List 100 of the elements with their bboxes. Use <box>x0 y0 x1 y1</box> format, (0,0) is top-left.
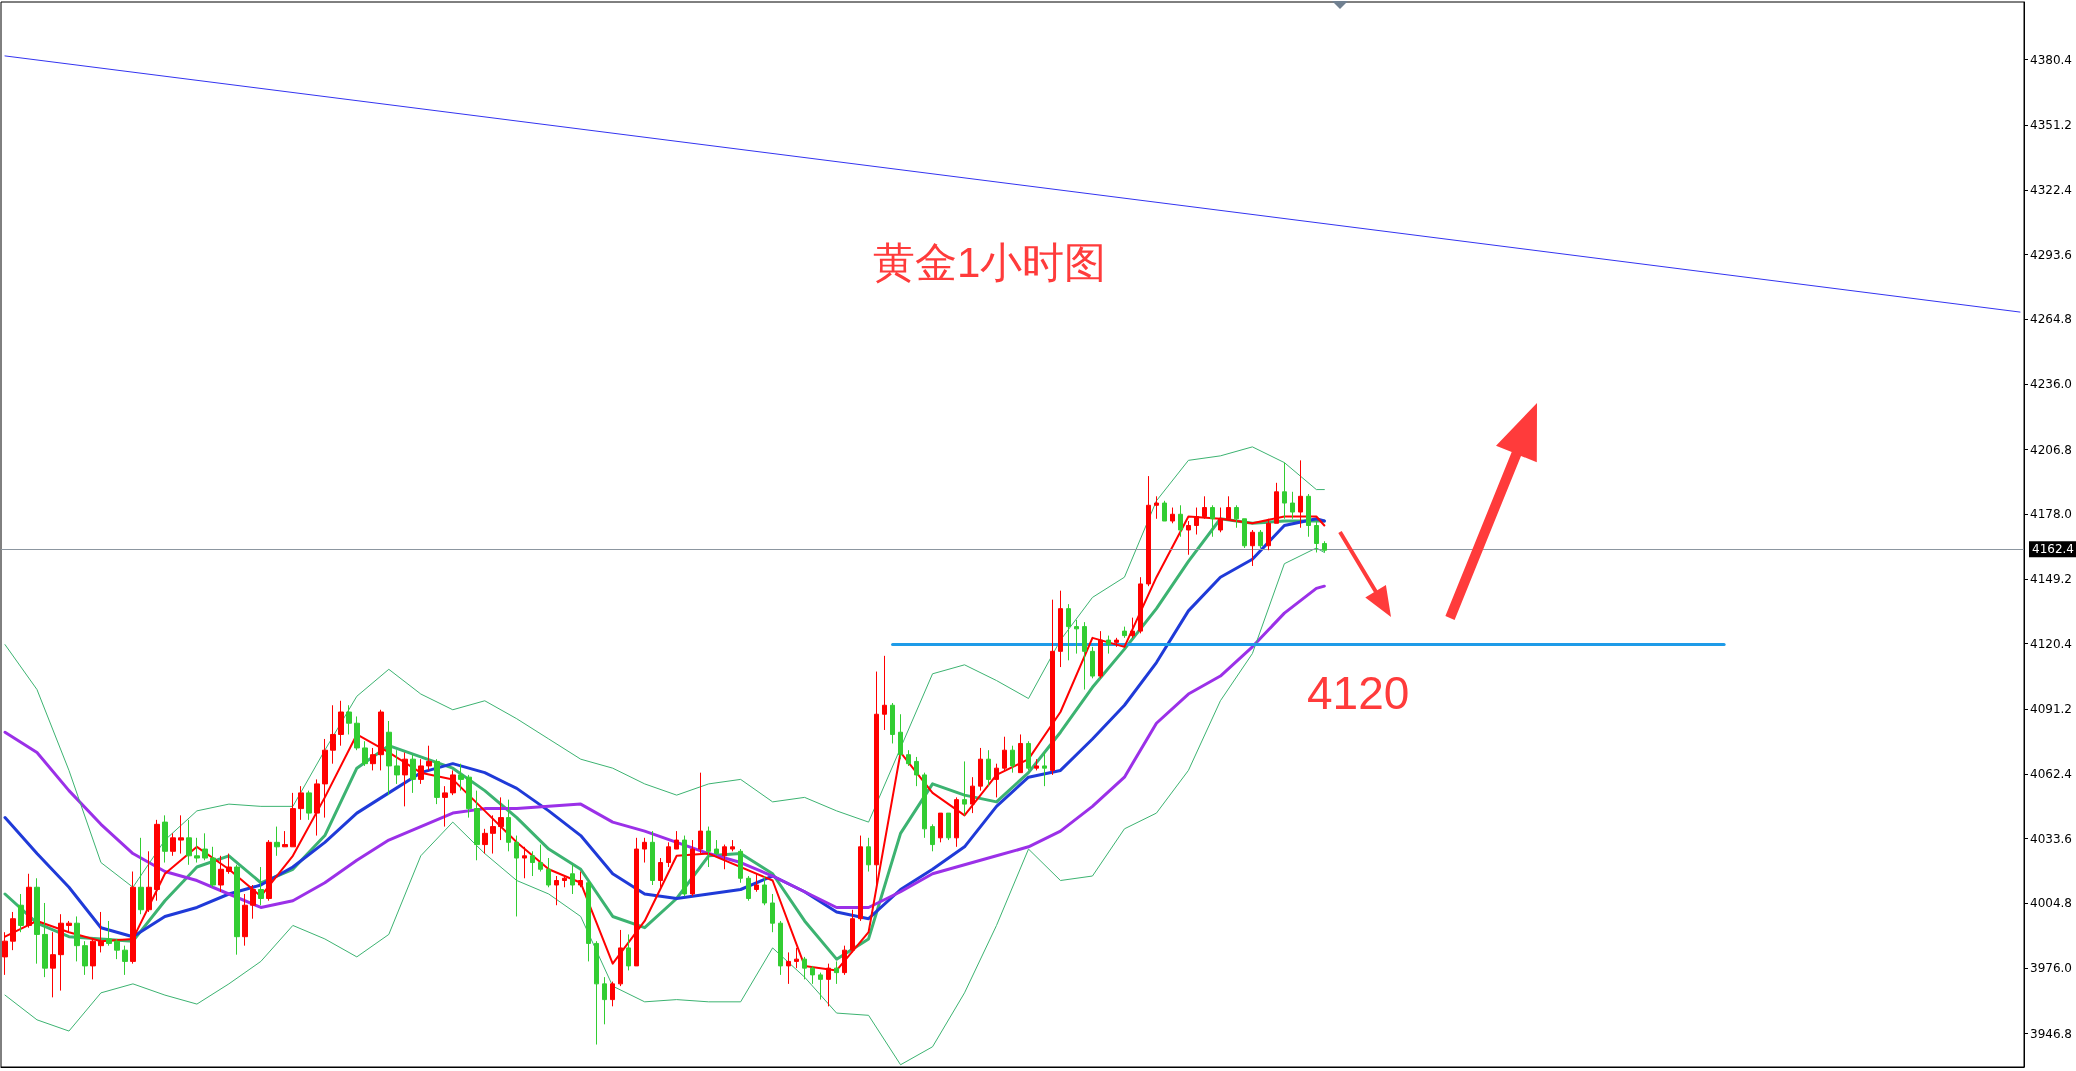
candlestick <box>274 826 280 857</box>
y-tick-label: 4351.2 <box>2030 118 2072 133</box>
candlestick <box>754 873 759 893</box>
candlestick <box>770 893 775 933</box>
candlestick <box>946 812 951 841</box>
candlestick <box>970 776 975 814</box>
candlestick <box>650 830 655 886</box>
candlestick <box>1306 493 1311 538</box>
candlestick <box>434 758 440 805</box>
candlestick <box>514 835 519 917</box>
candlestick <box>170 832 176 857</box>
candlestick <box>1138 576 1143 634</box>
candlestick <box>1322 540 1327 553</box>
candlestick <box>1210 504 1215 538</box>
candlestick <box>634 837 639 967</box>
candlestick <box>922 772 927 839</box>
candlestick <box>194 837 200 864</box>
candlestick <box>954 796 959 848</box>
candlestick <box>1050 599 1055 776</box>
candlestick <box>482 828 488 855</box>
candlestick <box>10 911 16 951</box>
candlestick <box>738 848 743 884</box>
candlestick <box>554 875 559 906</box>
candlestick <box>378 709 384 771</box>
candlestick <box>242 893 248 947</box>
candlestick <box>930 823 935 852</box>
candlestick <box>490 814 496 855</box>
candlestick <box>282 830 288 848</box>
candlestick <box>1082 621 1087 691</box>
y-tick-label: 4236.0 <box>2030 376 2072 391</box>
candlestick <box>370 747 376 771</box>
candlestick <box>1002 736 1007 771</box>
candlestick <box>394 749 400 785</box>
candlestick <box>714 839 719 857</box>
candlestick <box>66 920 72 933</box>
y-tick-label: 4149.2 <box>2030 571 2072 586</box>
candlestick <box>202 832 208 861</box>
candlestick <box>1114 637 1119 648</box>
y-tick-label: 3946.8 <box>2030 1026 2072 1041</box>
candlestick <box>122 945 128 976</box>
candlestick <box>426 745 432 771</box>
y-tick-label: 4004.8 <box>2030 896 2072 911</box>
y-tick-label: 4033.6 <box>2030 831 2072 846</box>
candlestick <box>778 920 783 976</box>
candlestick <box>1186 520 1191 556</box>
candlestick <box>130 871 136 965</box>
candlestick <box>1074 619 1079 655</box>
candlestick <box>18 893 24 933</box>
candlestick <box>730 839 735 852</box>
candlestick <box>1170 507 1175 524</box>
candlestick <box>1162 500 1167 522</box>
candlestick <box>1178 504 1183 538</box>
candlestick <box>466 774 472 819</box>
candlestick <box>666 841 671 868</box>
candlestick <box>162 814 168 864</box>
candlestick <box>1314 520 1319 553</box>
candlestick <box>106 920 112 947</box>
candlestick <box>786 951 791 985</box>
y-tick-label: 4178.0 <box>2030 507 2072 522</box>
candlestick <box>402 751 408 807</box>
candlestick <box>314 778 320 837</box>
candlestick <box>322 738 328 819</box>
candlestick <box>290 792 296 848</box>
y-tick-label: 4062.4 <box>2030 767 2072 782</box>
candlestick <box>706 826 711 868</box>
candlestick <box>674 830 679 850</box>
candlestick <box>594 940 599 1046</box>
candlestick <box>362 740 368 767</box>
candlestick <box>906 749 911 767</box>
candlestick <box>330 704 336 765</box>
candlestick <box>1058 590 1063 668</box>
candlestick <box>762 875 767 906</box>
candlestick <box>1282 462 1287 520</box>
candlestick <box>858 835 863 922</box>
ref-line-label: 4162.4 <box>2032 542 2074 557</box>
candlestick <box>546 857 551 888</box>
candlestick <box>850 909 855 953</box>
candlestick <box>26 873 32 929</box>
candlestick <box>1258 529 1263 549</box>
y-tick-label: 4264.8 <box>2030 312 2072 327</box>
candlestick <box>450 769 456 796</box>
candlestick <box>722 844 727 870</box>
candlestick <box>1098 630 1103 679</box>
candlestick <box>938 812 943 843</box>
candlestick <box>578 871 583 888</box>
y-tick-label: 4380.4 <box>2030 52 2072 67</box>
candlestick <box>458 763 464 792</box>
candlestick <box>882 655 887 731</box>
candlestick <box>442 785 448 828</box>
candlestick <box>1242 518 1247 549</box>
candlestick <box>386 720 392 796</box>
candlestick <box>658 857 663 888</box>
candlestick <box>298 785 304 821</box>
candlestick <box>1106 635 1111 655</box>
candlestick <box>1250 529 1255 567</box>
candlestick <box>562 875 567 888</box>
candlestick <box>418 758 424 785</box>
candlestick <box>530 850 535 877</box>
candlestick <box>834 960 839 985</box>
candlestick <box>586 880 591 962</box>
